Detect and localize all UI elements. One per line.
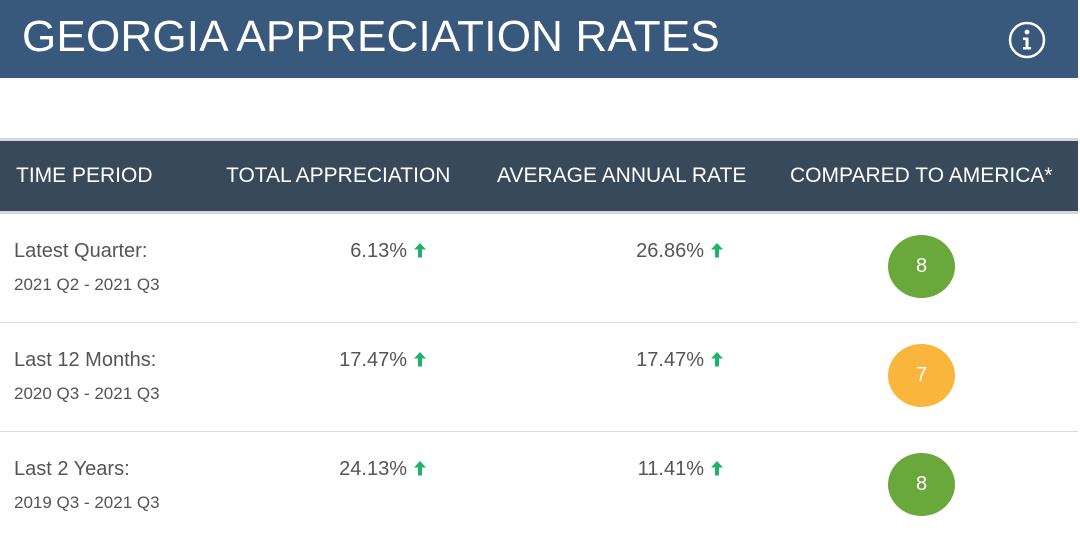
total-appreciation-cell: 24.13% <box>339 456 427 482</box>
total-appreciation-value: 17.47% <box>339 349 407 371</box>
info-circle-icon[interactable] <box>1008 21 1046 59</box>
table-header: TIME PERIOD TOTAL APPRECIATION AVERAGE A… <box>0 138 1078 214</box>
average-annual-rate-cell: 11.41% <box>638 456 724 482</box>
column-header-average-annual-rate: AVERAGE ANNUAL RATE <box>497 164 747 187</box>
period-range: 2020 Q3 - 2021 Q3 <box>14 384 160 403</box>
table-row: Last 12 Months: 2020 Q3 - 2021 Q3 17.47%… <box>0 323 1078 432</box>
column-header-compared-to-america: COMPARED TO AMERICA* <box>790 164 1053 187</box>
period-label: Latest Quarter: <box>14 240 148 262</box>
average-annual-rate-cell: 26.86% <box>636 238 724 264</box>
table-row: Last 2 Years: 2019 Q3 - 2021 Q3 24.13% 1… <box>0 432 1078 540</box>
up-arrow-icon <box>414 352 426 367</box>
table-row: Latest Quarter: 2021 Q2 - 2021 Q3 6.13% … <box>0 214 1078 323</box>
column-header-total-appreciation: TOTAL APPRECIATION <box>226 164 451 187</box>
up-arrow-icon <box>414 461 426 476</box>
average-annual-rate-value: 17.47% <box>636 349 704 371</box>
page-banner: GEORGIA APPRECIATION RATES <box>0 0 1078 78</box>
total-appreciation-cell: 6.13% <box>350 238 427 264</box>
comparison-score-badge: 8 <box>888 235 955 298</box>
comparison-score-badge: 7 <box>888 344 955 407</box>
up-arrow-icon <box>711 461 723 476</box>
average-annual-rate-value: 11.41% <box>637 458 704 480</box>
average-annual-rate-value: 26.86% <box>636 240 704 262</box>
up-arrow-icon <box>711 352 723 367</box>
column-header-time-period: TIME PERIOD <box>16 164 153 187</box>
period-range: 2019 Q3 - 2021 Q3 <box>14 493 160 512</box>
appreciation-table: TIME PERIOD TOTAL APPRECIATION AVERAGE A… <box>0 138 1078 540</box>
up-arrow-icon <box>711 243 723 258</box>
period-label: Last 12 Months: <box>14 349 157 371</box>
comparison-score-badge: 8 <box>888 453 955 516</box>
up-arrow-icon <box>414 243 426 258</box>
period-label: Last 2 Years: <box>14 458 130 480</box>
total-appreciation-value: 24.13% <box>339 458 407 480</box>
average-annual-rate-cell: 17.47% <box>636 347 724 373</box>
total-appreciation-value: 6.13% <box>350 240 407 262</box>
page-title: GEORGIA APPRECIATION RATES <box>22 12 720 61</box>
period-range: 2021 Q2 - 2021 Q3 <box>14 275 160 294</box>
total-appreciation-cell: 17.47% <box>339 347 427 373</box>
